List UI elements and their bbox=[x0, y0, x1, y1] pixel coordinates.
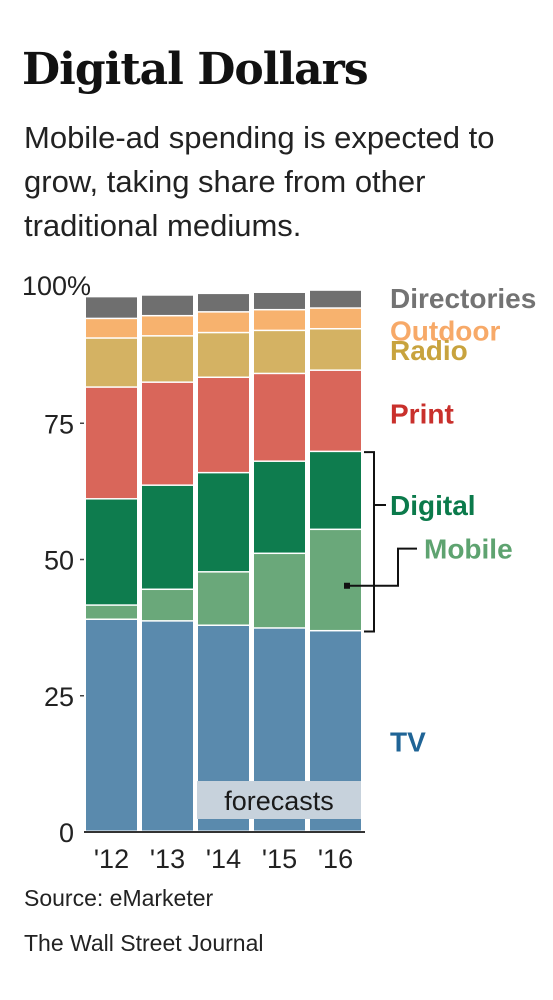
bar-segment-radio bbox=[254, 331, 305, 373]
bar-segment-print bbox=[254, 374, 305, 461]
bar-segment-radio bbox=[198, 333, 249, 377]
mobile-leader-dot bbox=[344, 582, 350, 589]
bar-segment-mobile bbox=[310, 530, 361, 630]
bar-segment-digital bbox=[254, 461, 305, 553]
bar-segment-digital bbox=[86, 499, 137, 605]
legend-label-tv: TV bbox=[390, 727, 426, 758]
bar-segment-tv bbox=[86, 619, 137, 831]
bar-segment-directories bbox=[198, 294, 249, 312]
y-tick-label: 100% bbox=[22, 271, 91, 301]
digital-bracket bbox=[364, 451, 375, 633]
y-tick-label: 50 bbox=[44, 546, 74, 576]
bar-segment-mobile bbox=[198, 572, 249, 625]
bar-segment-digital bbox=[142, 485, 193, 589]
bar-segment-print bbox=[86, 387, 137, 499]
source-note: Source: eMarketer bbox=[24, 885, 214, 911]
bar-segment-mobile bbox=[142, 590, 193, 621]
bar-segment-print bbox=[142, 382, 193, 485]
bar-segment-outdoor bbox=[198, 312, 249, 332]
y-tick-label: 25 bbox=[44, 682, 74, 712]
stacked-bar-chart: 0 25 50 75 100% '12 '13 '14 '15 '16 forecasts Direc… bbox=[22, 271, 536, 874]
bar-segment-mobile bbox=[254, 554, 305, 628]
x-tick-label: '15 bbox=[262, 844, 297, 874]
bar-segment-directories bbox=[142, 295, 193, 315]
legend-label-directories: Directories bbox=[390, 283, 536, 314]
y-tick-label: 0 bbox=[59, 818, 74, 848]
legend-label-outdoor: Outdoor bbox=[390, 316, 501, 347]
bar-segment-outdoor bbox=[310, 308, 361, 329]
forecasts-label: forecasts bbox=[224, 786, 334, 816]
legend-label-digital: Digital bbox=[390, 490, 476, 521]
bar-segment-digital bbox=[310, 452, 361, 529]
bar-segment-radio bbox=[310, 329, 361, 370]
bar-segment-print bbox=[198, 378, 249, 472]
y-tick-label: 75 bbox=[44, 409, 74, 439]
bar-segment-mobile bbox=[86, 605, 137, 619]
x-tick-label: '13 bbox=[150, 844, 185, 874]
bar-segment-tv bbox=[142, 621, 193, 831]
bar-segment-digital bbox=[198, 473, 249, 572]
legend-label-mobile: Mobile bbox=[424, 534, 513, 565]
forecasts-box bbox=[197, 781, 361, 819]
bar-segment-directories bbox=[254, 292, 305, 309]
bar-segment-outdoor bbox=[86, 319, 137, 338]
bar-segment-directories bbox=[310, 290, 361, 308]
x-tick-label: '14 bbox=[206, 844, 241, 874]
mobile-leader-line bbox=[347, 547, 417, 587]
bar-segment-directories bbox=[86, 297, 137, 318]
chart-title: Digital Dollars bbox=[22, 44, 369, 95]
chart-subtitle: Mobile-ad spending is expected to grow, … bbox=[24, 120, 495, 243]
bar-segment-outdoor bbox=[142, 316, 193, 336]
publisher-credit: The Wall Street Journal bbox=[24, 930, 264, 956]
bar-segment-radio bbox=[142, 336, 193, 382]
bar-segment-radio bbox=[86, 338, 137, 387]
legend-label-print: Print bbox=[390, 399, 454, 430]
x-tick-label: '12 bbox=[94, 844, 129, 874]
bar-segment-print bbox=[310, 370, 361, 451]
x-tick-label: '16 bbox=[318, 844, 353, 874]
legend-label-radio: Radio bbox=[390, 335, 468, 366]
bar-segment-outdoor bbox=[254, 310, 305, 330]
